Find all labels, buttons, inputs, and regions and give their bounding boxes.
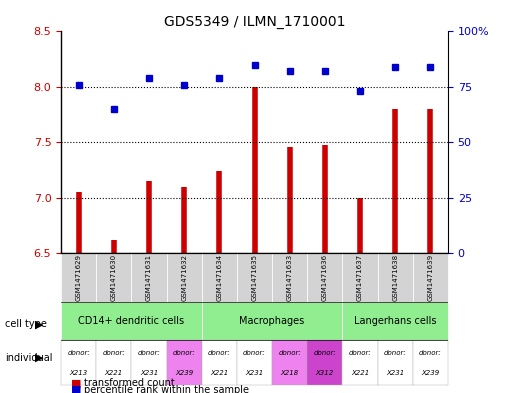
Text: donor:: donor: [419, 350, 442, 356]
Text: GSM1471630: GSM1471630 [111, 254, 117, 301]
Text: X213: X213 [70, 369, 88, 376]
Text: GSM1471634: GSM1471634 [216, 254, 222, 301]
Text: X239: X239 [421, 369, 439, 376]
Text: X231: X231 [386, 369, 404, 376]
Text: cell type: cell type [5, 319, 47, 329]
Text: Macrophages: Macrophages [239, 316, 305, 326]
Text: donor:: donor: [384, 350, 407, 356]
Text: percentile rank within the sample: percentile rank within the sample [84, 385, 249, 393]
Text: donor:: donor: [102, 350, 125, 356]
Text: X231: X231 [140, 369, 158, 376]
FancyBboxPatch shape [96, 340, 131, 385]
Text: transformed count: transformed count [84, 378, 175, 388]
FancyBboxPatch shape [378, 253, 413, 302]
FancyBboxPatch shape [237, 340, 272, 385]
Text: ■: ■ [71, 378, 82, 388]
FancyBboxPatch shape [343, 253, 378, 302]
Text: ■: ■ [71, 385, 82, 393]
FancyBboxPatch shape [61, 340, 96, 385]
Text: donor:: donor: [67, 350, 90, 356]
Text: GSM1471633: GSM1471633 [287, 254, 293, 301]
Text: X312: X312 [316, 369, 334, 376]
Text: donor:: donor: [208, 350, 231, 356]
FancyBboxPatch shape [272, 340, 307, 385]
FancyBboxPatch shape [272, 253, 307, 302]
Text: donor:: donor: [314, 350, 336, 356]
FancyBboxPatch shape [237, 253, 272, 302]
FancyBboxPatch shape [202, 340, 237, 385]
Text: donor:: donor: [243, 350, 266, 356]
FancyBboxPatch shape [61, 302, 202, 340]
Text: X218: X218 [280, 369, 299, 376]
FancyBboxPatch shape [413, 340, 448, 385]
Text: CD14+ dendritic cells: CD14+ dendritic cells [78, 316, 184, 326]
Text: ▶: ▶ [35, 319, 43, 329]
Text: X221: X221 [210, 369, 229, 376]
Text: GSM1471631: GSM1471631 [146, 254, 152, 301]
Text: Langerhans cells: Langerhans cells [354, 316, 436, 326]
FancyBboxPatch shape [378, 340, 413, 385]
Text: GSM1471637: GSM1471637 [357, 254, 363, 301]
Text: donor:: donor: [349, 350, 372, 356]
FancyBboxPatch shape [307, 340, 343, 385]
FancyBboxPatch shape [343, 340, 378, 385]
Text: ▶: ▶ [35, 353, 43, 363]
Text: GSM1471636: GSM1471636 [322, 254, 328, 301]
Text: GSM1471635: GSM1471635 [251, 254, 258, 301]
Text: GSM1471629: GSM1471629 [76, 254, 81, 301]
FancyBboxPatch shape [343, 302, 448, 340]
Text: donor:: donor: [137, 350, 160, 356]
FancyBboxPatch shape [413, 253, 448, 302]
Text: GSM1471632: GSM1471632 [181, 254, 187, 301]
Text: GSM1471639: GSM1471639 [428, 254, 433, 301]
Text: X221: X221 [105, 369, 123, 376]
FancyBboxPatch shape [202, 302, 343, 340]
Text: donor:: donor: [173, 350, 195, 356]
FancyBboxPatch shape [166, 340, 202, 385]
Text: X239: X239 [175, 369, 193, 376]
FancyBboxPatch shape [202, 253, 237, 302]
Text: X231: X231 [245, 369, 264, 376]
FancyBboxPatch shape [131, 340, 166, 385]
Text: individual: individual [5, 353, 52, 363]
FancyBboxPatch shape [96, 253, 131, 302]
Text: GSM1471638: GSM1471638 [392, 254, 398, 301]
FancyBboxPatch shape [166, 253, 202, 302]
Title: GDS5349 / ILMN_1710001: GDS5349 / ILMN_1710001 [164, 15, 345, 29]
FancyBboxPatch shape [307, 253, 343, 302]
Text: X221: X221 [351, 369, 369, 376]
FancyBboxPatch shape [61, 253, 96, 302]
FancyBboxPatch shape [131, 253, 166, 302]
Text: donor:: donor: [278, 350, 301, 356]
